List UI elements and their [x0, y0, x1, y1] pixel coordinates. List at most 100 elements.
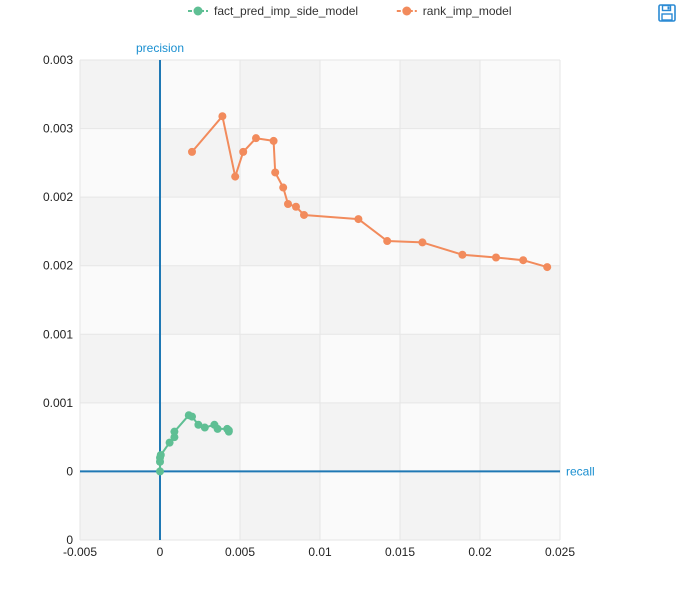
grid-band: [320, 334, 400, 403]
y-tick-label: 0.003: [43, 122, 73, 136]
data-point[interactable]: [231, 172, 240, 181]
grid-bands: [80, 60, 560, 540]
data-point[interactable]: [458, 250, 467, 259]
legend-label: fact_pred_imp_side_model: [214, 4, 358, 18]
y-tick-label: 0.001: [43, 327, 73, 341]
grid-band: [240, 471, 320, 540]
data-point[interactable]: [252, 134, 260, 143]
grid-band: [480, 402, 560, 472]
data-point[interactable]: [519, 256, 528, 265]
grid-band: [400, 265, 480, 335]
data-point[interactable]: [300, 210, 308, 219]
data-point[interactable]: [543, 263, 552, 272]
x-tick-label: 0.015: [385, 545, 415, 559]
data-point[interactable]: [213, 424, 222, 433]
data-point[interactable]: [284, 200, 292, 208]
data-point[interactable]: [194, 420, 203, 429]
grid-band: [160, 197, 240, 266]
grid-band: [80, 334, 160, 403]
legend-marker: [402, 6, 412, 16]
grid-band: [160, 265, 240, 335]
legend-item[interactable]: fact_pred_imp_side_model: [188, 4, 358, 18]
grid-band: [80, 402, 160, 472]
x-tick-label: 0: [157, 545, 164, 559]
series-fact_pred_imp_side_model: [156, 411, 233, 476]
data-point[interactable]: [269, 136, 278, 145]
grid-band: [480, 265, 560, 335]
x-axis-title: recall: [566, 464, 595, 478]
y-tick-label: 0.002: [43, 259, 73, 273]
data-point[interactable]: [156, 450, 165, 459]
grid-band: [80, 197, 160, 266]
grid-band: [320, 197, 400, 266]
y-axis-title: precision: [136, 41, 184, 55]
grid-band: [240, 265, 320, 335]
grid-band: [240, 60, 320, 129]
grid-band: [480, 128, 560, 198]
data-point[interactable]: [492, 253, 500, 262]
grid-band: [160, 60, 240, 129]
grid-band: [320, 471, 400, 540]
y-tick-labels: 0 0 0.001 0.001 0.002 0.002 0.003 0.003: [43, 53, 73, 547]
grid-band: [320, 60, 400, 129]
grid-band: [400, 402, 480, 472]
legend-label: rank_imp_model: [423, 4, 512, 18]
data-point[interactable]: [200, 423, 209, 432]
legend: fact_pred_imp_side_model rank_imp_model: [188, 4, 512, 18]
data-point[interactable]: [188, 147, 196, 156]
x-tick-label: 0.005: [225, 545, 255, 559]
x-tick-labels: -0.005 0 0.005 0.01 0.015 0.02 0.025: [63, 545, 575, 559]
data-point[interactable]: [279, 183, 288, 192]
y-tick-label: 0.002: [43, 190, 73, 204]
x-tick-label: 0.01: [308, 545, 332, 559]
data-point[interactable]: [271, 168, 280, 177]
data-point[interactable]: [418, 238, 427, 247]
save-image-button[interactable]: [656, 2, 678, 24]
grid-band: [160, 471, 240, 540]
data-point[interactable]: [224, 426, 233, 435]
series-line: [191, 115, 548, 269]
series-rank_imp_model: [188, 112, 552, 272]
grid-band: [320, 265, 400, 335]
grid-band: [480, 471, 560, 540]
x-tick-label: -0.005: [63, 545, 97, 559]
grid-band: [400, 60, 480, 129]
data-point[interactable]: [170, 427, 179, 436]
x-tick-label: 0.02: [468, 545, 492, 559]
grid-band: [320, 402, 400, 472]
gridlines: [79, 59, 561, 541]
grid-band: [400, 471, 480, 540]
grid-band: [480, 197, 560, 266]
data-point[interactable]: [383, 237, 392, 246]
y-tick-label: 0: [66, 464, 73, 478]
grid-band: [400, 334, 480, 403]
data-point[interactable]: [218, 112, 227, 121]
data-point[interactable]: [165, 438, 174, 447]
grid-band: [400, 128, 480, 198]
data-point[interactable]: [239, 147, 248, 156]
grid-band: [240, 334, 320, 403]
grid-band: [480, 60, 560, 129]
grid-band: [480, 334, 560, 403]
grid-band: [240, 402, 320, 472]
grid-band: [160, 334, 240, 403]
grid-band: [80, 60, 160, 129]
x-tick-label: 0.025: [545, 545, 575, 559]
grid-band: [80, 471, 160, 540]
data-point[interactable]: [292, 202, 300, 211]
data-point[interactable]: [188, 412, 196, 421]
grid-band: [80, 265, 160, 335]
grid-band: [80, 128, 160, 198]
data-point[interactable]: [354, 215, 363, 224]
data-point[interactable]: [170, 433, 179, 442]
legend-marker: [193, 6, 203, 16]
y-tick-label: 0.001: [43, 396, 73, 410]
legend-item[interactable]: rank_imp_model: [396, 4, 512, 18]
series-layer: [156, 112, 552, 476]
floppy-disk-icon: [658, 4, 676, 22]
y-tick-label: 0: [66, 533, 73, 547]
grid-band: [240, 197, 320, 266]
grid-band: [320, 128, 400, 198]
data-point[interactable]: [156, 467, 164, 476]
